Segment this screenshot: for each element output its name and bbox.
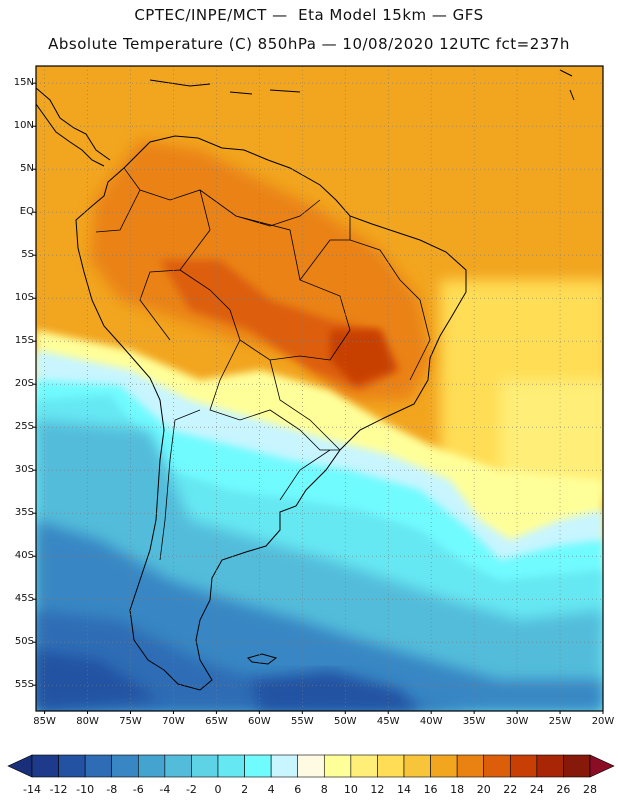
colorbar-swatch	[456, 754, 485, 778]
colorbar-label: 28	[583, 783, 597, 796]
colorbar-swatch	[244, 754, 272, 778]
colorbar-swatch	[58, 754, 86, 778]
colorbar-label: 18	[450, 783, 465, 796]
graticule	[36, 66, 603, 711]
colorbar-label: 2	[241, 783, 249, 796]
lat-label: 10N	[13, 120, 34, 132]
lon-label: 75W	[119, 716, 142, 727]
axis-ticks	[33, 82, 604, 714]
lat-label: 30S	[14, 464, 34, 476]
temperature-field	[36, 66, 603, 711]
lon-label: 70W	[162, 716, 185, 727]
lat-label: 20S	[14, 378, 34, 390]
lon-label: 50W	[333, 716, 357, 727]
colorbar-swatch	[191, 754, 219, 778]
lat-label: 15S	[14, 335, 34, 347]
colorbar-swatch	[483, 754, 511, 778]
colorbar-swatch	[111, 754, 139, 778]
lon-label: 45W	[376, 716, 400, 727]
colorbar-swatch	[350, 754, 378, 778]
colorbar-swatch	[403, 754, 431, 778]
colorbar-label: 12	[370, 783, 385, 796]
lon-label: 80W	[76, 716, 99, 727]
falkland-islands	[247, 653, 278, 665]
colorbar-label: -12	[49, 783, 68, 796]
coastline-south-america	[75, 135, 467, 691]
colorbar-swatch	[430, 754, 458, 778]
colorbar	[7, 754, 615, 778]
lat-label: 45S	[14, 593, 34, 605]
lat-label: 25S	[14, 421, 34, 433]
lat-label: 15N	[13, 77, 34, 89]
title-line-2: Absolute Temperature (C) 850hPa — 10/08/…	[48, 35, 570, 53]
colorbar-label: 16	[423, 783, 438, 796]
colorbar-under-arrow	[7, 754, 33, 778]
title-line-1: CPTEC/INPE/MCT — Eta Model 15km — GFS	[134, 6, 484, 24]
lon-label: 30W	[505, 716, 529, 727]
colorbar-swatch	[323, 754, 352, 778]
colorbar-label: -2	[185, 783, 197, 796]
lat-label: 35S	[14, 507, 34, 519]
colorbar-label: 26	[556, 783, 571, 796]
lon-label: 40W	[419, 716, 443, 727]
colorbar-label: 6	[294, 783, 302, 796]
colorbar-label: 24	[529, 783, 544, 796]
colorbar-label: -6	[132, 783, 144, 796]
coastline-central-america	[36, 87, 111, 167]
colorbar-swatch	[84, 754, 113, 778]
colorbar-label: -10	[76, 783, 95, 796]
lat-label: 50S	[14, 636, 34, 648]
lat-label: EQ	[19, 206, 34, 218]
colorbar-label: -4	[159, 783, 171, 796]
colorbar-swatch	[270, 754, 299, 778]
lat-label: 5S	[21, 249, 34, 261]
colorbar-label: 14	[397, 783, 411, 796]
colorbar-label: 20	[476, 783, 491, 796]
colorbar-label: 0	[214, 783, 222, 796]
colorbar-over-arrow	[589, 754, 615, 778]
lat-label: 10S	[14, 292, 34, 304]
colorbar-swatch	[137, 754, 166, 778]
colorbar-swatch	[217, 754, 245, 778]
colorbar-label: -8	[106, 783, 118, 796]
colorbar-swatch	[297, 754, 325, 778]
colorbar-swatch	[563, 754, 591, 778]
plot-frame	[35, 65, 604, 712]
colorbar-label: -14	[23, 783, 41, 796]
caribbean-islands	[149, 69, 575, 101]
lat-label: 40S	[14, 550, 34, 562]
lat-label: 5N	[20, 163, 34, 175]
colorbar-label: 22	[503, 783, 518, 796]
lon-label: 20W	[591, 716, 615, 727]
lat-label: 55S	[14, 679, 34, 691]
lon-label: 55W	[291, 716, 314, 727]
colorbar-swatch	[509, 754, 538, 778]
lon-label: 65W	[205, 716, 228, 727]
colorbar-label: 4	[267, 783, 275, 796]
colorbar-label: 10	[343, 783, 358, 796]
colorbar-swatch	[536, 754, 564, 778]
lon-label: 35W	[462, 716, 486, 727]
colorbar-swatch	[164, 754, 192, 778]
colorbar-label: 8	[320, 783, 328, 796]
colorbar-swatch	[377, 754, 405, 778]
lon-label: 25W	[548, 716, 572, 727]
colorbar-swatch	[31, 754, 59, 778]
lon-label: 85W	[33, 716, 56, 727]
lon-label: 60W	[248, 716, 271, 727]
